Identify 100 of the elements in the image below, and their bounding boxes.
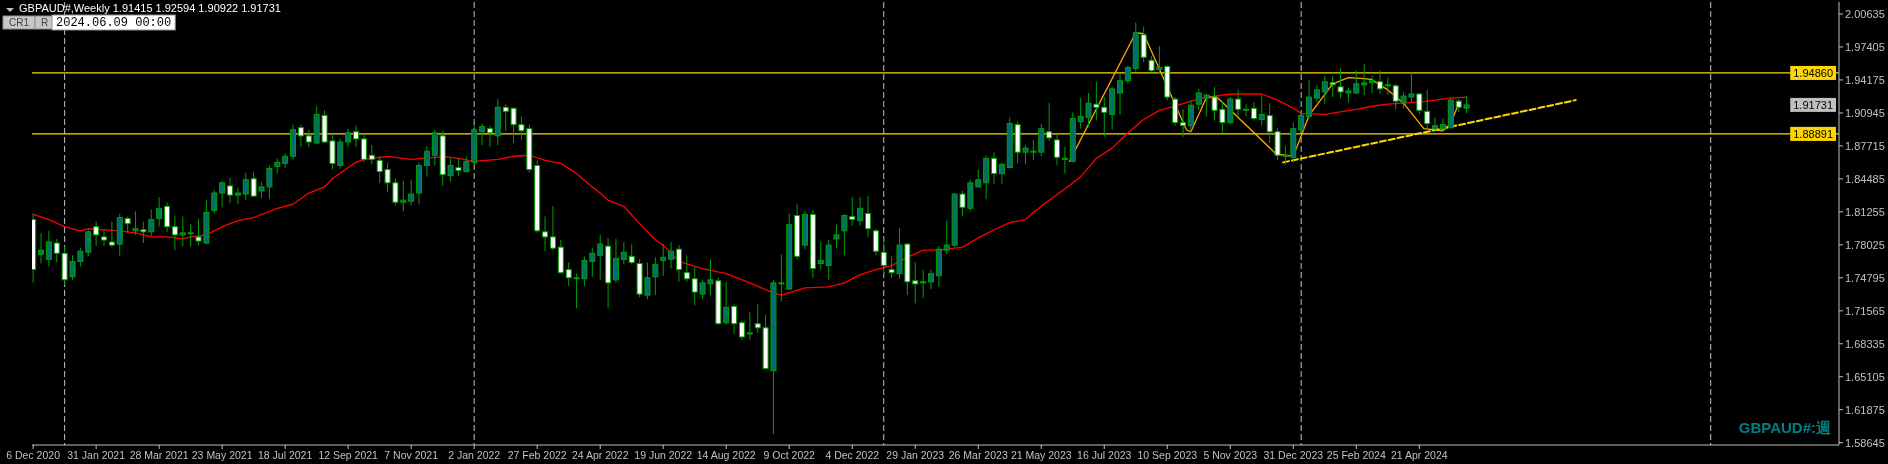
- y-tick-label: 1.58645: [1845, 436, 1885, 449]
- x-tick-label: 25 Feb 2024: [1326, 449, 1386, 461]
- text: CR1: [9, 16, 30, 28]
- candlestick: [628, 243, 635, 265]
- candlestick: [234, 187, 241, 205]
- candlestick: [431, 129, 438, 166]
- candlestick: [652, 256, 659, 296]
- y-tick-label: 2.00635: [1845, 8, 1885, 20]
- candlestick: [1124, 64, 1131, 85]
- candlestick: [1306, 79, 1313, 119]
- x-tick-label: 19 Jun 2022: [634, 449, 693, 461]
- candlestick: [297, 124, 304, 148]
- candlestick: [1298, 111, 1305, 134]
- x-tick-label: 21 May 2023: [1010, 449, 1072, 461]
- x-tick-label: 29 Jan 2023: [886, 449, 945, 461]
- annotation: 1.91731: [1793, 98, 1833, 111]
- candlestick: [991, 151, 998, 185]
- candlestick: [171, 214, 178, 251]
- candlestick: [1061, 146, 1068, 175]
- candlestick: [1172, 96, 1179, 127]
- candlestick: [723, 281, 730, 326]
- candlestick: [408, 179, 415, 206]
- y-tick-label: 1.97405: [1845, 40, 1885, 53]
- candlestick: [612, 238, 619, 284]
- candlestick: [1187, 99, 1194, 133]
- candlestick: [479, 123, 486, 146]
- candlestick: [1046, 102, 1053, 142]
- annotation: 2024.06.09 00:00: [56, 15, 172, 30]
- candlestick: [683, 254, 690, 283]
- candlestick: [1439, 117, 1446, 133]
- candlestick: [746, 311, 753, 341]
- candlestick: [857, 196, 864, 227]
- annotation: GBPAUD#:週: [1738, 419, 1832, 436]
- candlestick: [597, 234, 604, 281]
- candlestick: [731, 303, 738, 335]
- candlestick: [549, 205, 556, 251]
- candlestick: [542, 216, 549, 252]
- candlestick: [660, 243, 667, 277]
- candlestick: [164, 201, 171, 233]
- candlestick: [1432, 116, 1439, 133]
- candlestick: [1250, 101, 1257, 122]
- y-tick-label: 1.74795: [1845, 271, 1885, 284]
- x-tick-label: 31 Dec 2023: [1263, 449, 1324, 461]
- candlestick: [345, 128, 352, 148]
- candlestick: [1376, 70, 1383, 95]
- x-tick-label: 10 Sep 2023: [1137, 449, 1198, 461]
- y-tick-label: 1.81255: [1845, 205, 1885, 218]
- candlestick: [242, 172, 249, 201]
- x-tick-label: 28 Mar 2021: [129, 449, 189, 461]
- y-tick-label: 1.84485: [1845, 172, 1885, 185]
- x-tick-label: 14 Aug 2022: [696, 449, 756, 461]
- candlestick: [486, 125, 493, 148]
- candlestick: [920, 269, 927, 299]
- candlestick: [864, 195, 871, 238]
- candlestick: [219, 180, 226, 208]
- candlestick: [1054, 134, 1061, 166]
- candlestick: [833, 224, 840, 249]
- candlestick: [101, 229, 108, 247]
- candlestick: [928, 269, 934, 290]
- x-tick-label: 26 Mar 2023: [948, 449, 1008, 461]
- candlestick: [156, 196, 163, 228]
- candlestick: [1424, 89, 1431, 131]
- candlestick: [227, 177, 234, 204]
- candlestick: [211, 189, 218, 214]
- candlestick: [738, 320, 745, 341]
- candlestick: [1329, 75, 1336, 98]
- candlestick: [423, 145, 430, 178]
- candlestick: [1235, 89, 1242, 118]
- candlestick: [1369, 75, 1376, 94]
- x-tick-label: 18 Jul 2021: [258, 449, 313, 461]
- x-tick-label: 24 Apr 2022: [571, 449, 629, 461]
- candlestick: [45, 230, 52, 268]
- candlestick: [93, 221, 100, 247]
- candlestick: [1195, 88, 1202, 111]
- candlestick: [1243, 103, 1250, 117]
- candlestick: [1117, 73, 1124, 115]
- x-tick-label: 16 Jul 2023: [1077, 449, 1132, 461]
- candlestick: [353, 125, 360, 148]
- y-tick-label: 1.61875: [1845, 403, 1885, 416]
- x-tick-label: 4 Dec 2022: [825, 449, 880, 461]
- candlestick: [1321, 75, 1328, 105]
- candlestick: [668, 241, 675, 270]
- candlestick: [360, 133, 367, 163]
- candlestick: [108, 221, 115, 248]
- chart-title: GBPAUD#,Weekly 1.91415 1.92594 1.90922 1.91731: [19, 2, 281, 14]
- y-tick-label: 1.78025: [1845, 238, 1885, 251]
- candlestick: [998, 161, 1005, 185]
- candlestick: [38, 232, 44, 264]
- x-tick-label: 9 Oct 2022: [763, 449, 816, 461]
- y-tick-label: 1.68335: [1845, 337, 1885, 350]
- x-tick-label: 21 Apr 2024: [1391, 449, 1448, 461]
- y-tick-label: 1.71565: [1845, 304, 1885, 317]
- x-tick-label: 31 Jan 2021: [67, 449, 126, 461]
- candlestick: [1258, 94, 1265, 127]
- candlestick: [1361, 63, 1368, 96]
- y-tick-label: 1.87715: [1845, 139, 1885, 152]
- candlestick: [368, 144, 375, 165]
- x-tick-label: 2 Jan 2022: [448, 449, 501, 461]
- ref-line-label: 1.88891: [1793, 127, 1833, 140]
- ref-line-label: 1.94860: [1793, 66, 1833, 79]
